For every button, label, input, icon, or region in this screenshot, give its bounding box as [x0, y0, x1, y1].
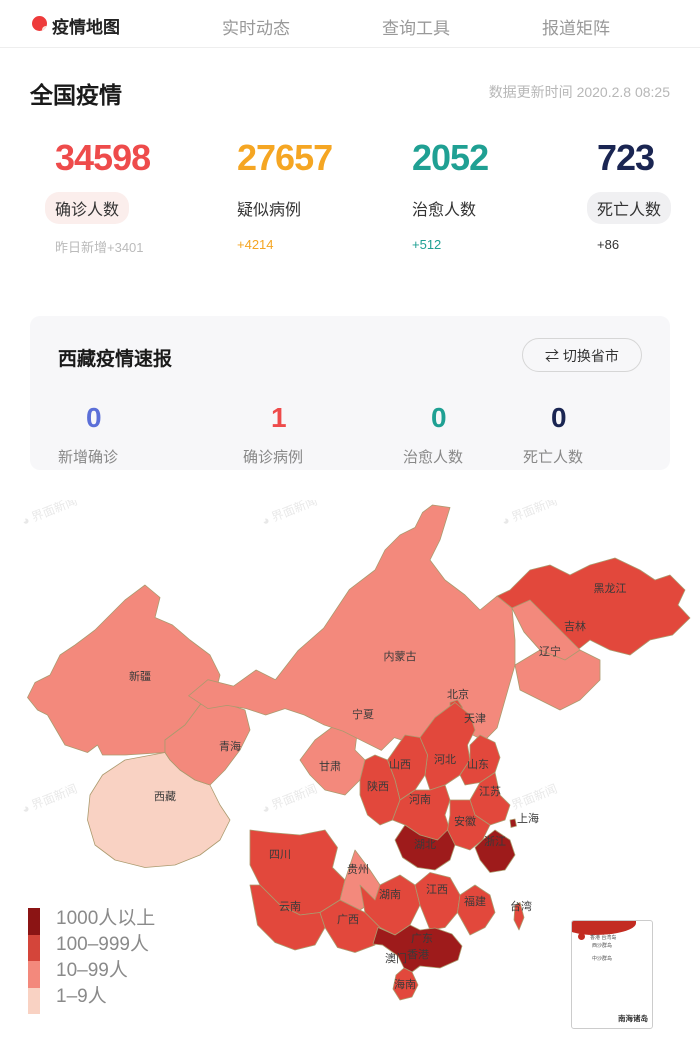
svg-text:河南: 河南 — [409, 793, 431, 806]
svg-text:河北: 河北 — [434, 753, 456, 766]
svg-text:青海: 青海 — [219, 739, 241, 753]
svg-text:山西: 山西 — [389, 758, 411, 771]
svg-text:湖南: 湖南 — [379, 888, 401, 901]
svg-text:天津: 天津 — [464, 712, 486, 725]
svg-text:上海: 上海 — [517, 811, 539, 825]
svg-text:甘肃: 甘肃 — [319, 760, 341, 773]
svg-text:宁夏: 宁夏 — [352, 707, 374, 721]
svg-text:广东: 广东 — [411, 932, 433, 945]
svg-text:吉林: 吉林 — [564, 619, 586, 633]
svg-text:台湾: 台湾 — [510, 899, 532, 913]
svg-text:西藏: 西藏 — [154, 790, 176, 803]
svg-text:江苏: 江苏 — [479, 785, 501, 798]
svg-text:海南: 海南 — [394, 977, 416, 991]
svg-text:黑龙江: 黑龙江 — [594, 582, 627, 595]
svg-text:福建: 福建 — [464, 894, 486, 908]
svg-text:香港: 香港 — [407, 948, 429, 961]
svg-text:陕西: 陕西 — [367, 779, 389, 793]
svg-text:广西: 广西 — [337, 913, 359, 926]
svg-text:山东: 山东 — [467, 758, 489, 771]
svg-text:北京: 北京 — [447, 687, 469, 701]
svg-text:四川: 四川 — [269, 849, 291, 861]
svg-text:安徽: 安徽 — [454, 814, 476, 828]
svg-text:浙江: 浙江 — [484, 835, 506, 848]
svg-text:江西: 江西 — [426, 883, 448, 896]
svg-text:贵州: 贵州 — [347, 863, 369, 876]
svg-text:内蒙古: 内蒙古 — [384, 649, 417, 663]
svg-text:新疆: 新疆 — [129, 669, 151, 683]
svg-text:澳门: 澳门 — [385, 951, 407, 965]
svg-text:湖北: 湖北 — [414, 838, 436, 851]
svg-text:辽宁: 辽宁 — [539, 644, 561, 658]
